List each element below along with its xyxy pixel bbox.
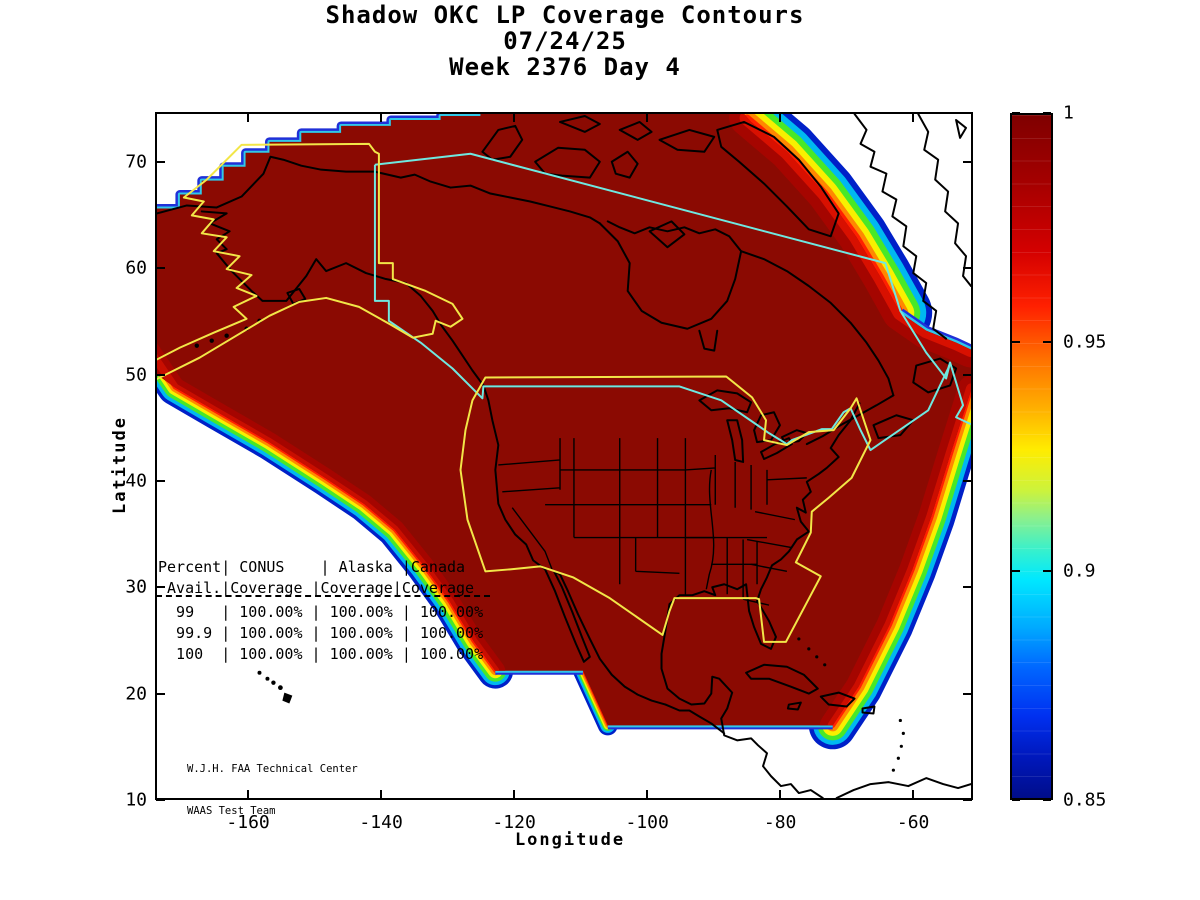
y-tick-mark bbox=[963, 799, 972, 801]
coverage-table-row: 100 | 100.00% | 100.00% | 100.00% bbox=[158, 645, 484, 663]
x-tick-mark bbox=[779, 790, 782, 799]
colorbar-tick-mark bbox=[1012, 799, 1020, 801]
canada-coverage-outline bbox=[373, 152, 971, 452]
y-tick-label: 20 bbox=[125, 683, 147, 705]
x-tick-mark bbox=[513, 790, 516, 799]
coverage-table: Percent| CONUS | Alaska |Canada Avail.|C… bbox=[158, 557, 483, 665]
x-tick-mark bbox=[380, 790, 383, 799]
y-tick-mark bbox=[156, 373, 165, 376]
x-tick-mark bbox=[247, 790, 250, 799]
coverage-table-row: 99 | 100.00% | 100.00% | 100.00% bbox=[158, 603, 484, 621]
y-tick-mark bbox=[156, 160, 165, 163]
x-tick-label: -120 bbox=[492, 812, 536, 833]
x-tick-mark bbox=[513, 113, 516, 122]
x-axis-label: Longitude bbox=[514, 830, 626, 850]
colorbar-tick-label: 1 bbox=[1063, 102, 1074, 124]
credit-text: W.J.H. FAA Technical Center WAAS Test Te… bbox=[187, 734, 358, 846]
y-tick-label: 60 bbox=[125, 257, 147, 279]
x-tick-label: -140 bbox=[359, 812, 403, 833]
chart-title: Shadow OKC LP Coverage Contours 07/24/25… bbox=[165, 2, 965, 80]
x-tick-mark bbox=[912, 790, 915, 799]
y-axis-label: Latitude bbox=[110, 416, 130, 514]
alaska-coverage-outline bbox=[157, 142, 464, 381]
y-tick-mark bbox=[156, 479, 165, 482]
state-borders bbox=[498, 438, 807, 606]
x-tick-label: -100 bbox=[625, 812, 669, 833]
y-tick-mark bbox=[963, 373, 972, 376]
conus-coverage-outline bbox=[459, 375, 872, 643]
map-plot-area bbox=[155, 112, 973, 800]
y-tick-label: 50 bbox=[125, 364, 147, 386]
y-tick-mark bbox=[156, 586, 165, 589]
y-tick-mark bbox=[963, 692, 972, 695]
coverage-table-row: 99.9 | 100.00% | 100.00% | 100.00% bbox=[158, 624, 484, 642]
y-tick-mark bbox=[963, 267, 972, 270]
colorbar-tick-mark bbox=[1012, 570, 1020, 572]
title-line-3: Week 2376 Day 4 bbox=[449, 53, 681, 81]
colorbar-tick-label: 0.85 bbox=[1063, 789, 1107, 811]
island-dots bbox=[194, 318, 905, 772]
x-tick-mark bbox=[380, 113, 383, 122]
credit-line-2: WAAS Test Team bbox=[187, 805, 276, 817]
x-tick-mark bbox=[646, 790, 649, 799]
x-tick-label: -80 bbox=[763, 812, 797, 833]
coverage-table-header-line: Percent| CONUS | Alaska |Canada bbox=[158, 558, 466, 576]
coverage-map bbox=[157, 114, 971, 798]
x-tick-mark bbox=[646, 113, 649, 122]
colorbar bbox=[1010, 113, 1053, 800]
y-tick-label: 40 bbox=[125, 470, 147, 492]
colorbar-tick-mark bbox=[1012, 341, 1020, 343]
coverage-table-separator bbox=[156, 595, 490, 597]
y-tick-mark bbox=[156, 692, 165, 695]
colorbar-tick-mark bbox=[1043, 341, 1051, 343]
coastlines bbox=[157, 114, 971, 798]
y-tick-label: 30 bbox=[125, 576, 147, 598]
coverage-table-header-line: Avail.|Coverage |Coverage|Coverage bbox=[158, 579, 475, 597]
x-tick-mark bbox=[779, 113, 782, 122]
colorbar-tick-mark bbox=[1012, 112, 1020, 114]
y-tick-label: 70 bbox=[125, 151, 147, 173]
y-tick-label: 10 bbox=[125, 789, 147, 811]
title-line-1: Shadow OKC LP Coverage Contours bbox=[325, 1, 805, 29]
colorbar-tick-mark bbox=[1043, 112, 1051, 114]
colorbar-tick-label: 0.95 bbox=[1063, 331, 1107, 353]
colorbar-tick-label: 0.9 bbox=[1063, 560, 1096, 582]
y-tick-mark bbox=[963, 160, 972, 163]
title-line-2: 07/24/25 bbox=[503, 27, 627, 55]
y-tick-mark bbox=[963, 586, 972, 589]
credit-line-1: W.J.H. FAA Technical Center bbox=[187, 763, 358, 775]
x-tick-mark bbox=[247, 113, 250, 122]
colorbar-tick-mark bbox=[1043, 570, 1051, 572]
x-tick-label: -60 bbox=[896, 812, 930, 833]
x-tick-label: -160 bbox=[226, 812, 270, 833]
x-tick-mark bbox=[912, 113, 915, 122]
y-tick-mark bbox=[963, 479, 972, 482]
y-tick-mark bbox=[156, 799, 165, 801]
y-tick-mark bbox=[156, 267, 165, 270]
colorbar-tick-mark bbox=[1043, 799, 1051, 801]
